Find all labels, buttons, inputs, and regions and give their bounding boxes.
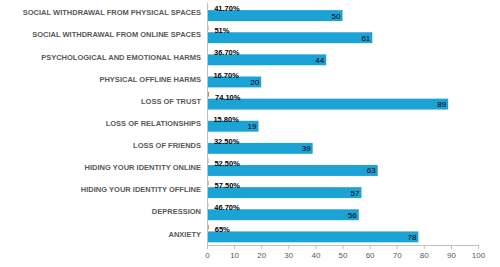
tick: 40 — [311, 245, 320, 260]
tick: 50 — [339, 245, 348, 260]
tick-label: 30 — [284, 251, 293, 260]
tick: 20 — [257, 245, 266, 260]
tick-label: LOSS OF TRUST — [141, 97, 201, 106]
tick-mark — [261, 245, 262, 249]
data-label: 36.70% — [214, 48, 240, 57]
tick: PSYCHOLOGICAL AND EMOTIONAL HARMS — [41, 53, 207, 62]
tick: HIDING YOUR IDENTITY OFFLINE — [81, 185, 207, 194]
tick-label: LOSS OF FRIENDS — [133, 141, 201, 150]
tick: DEPRESSION — [152, 207, 207, 216]
tick-label: 10 — [230, 251, 239, 260]
tick-label: 80 — [420, 251, 429, 260]
tick: HIDING YOUR IDENTITY ONLINE — [85, 163, 207, 172]
tick: ANXIETY — [168, 230, 207, 239]
data-label: 78 — [407, 233, 416, 242]
tick: 70 — [393, 245, 402, 260]
tick-label: 20 — [257, 251, 266, 260]
tick-label: DEPRESSION — [152, 207, 201, 216]
tick-mark — [370, 245, 371, 249]
tick-mark — [288, 245, 289, 249]
tick-mark — [451, 245, 452, 249]
tick-label: ANXIETY — [168, 230, 201, 239]
tick-label: 40 — [311, 251, 320, 260]
data-label: 61 — [361, 34, 370, 43]
y-axis: SOCIAL WITHDRAWAL FROM PHYSICAL SPACES SO… — [23, 3, 208, 246]
data-label: 56 — [348, 211, 357, 220]
tick-mark — [207, 245, 208, 249]
tick-mark — [397, 245, 398, 249]
tick: 100 — [472, 245, 486, 260]
data-label: 44 — [315, 56, 324, 65]
bar — [207, 99, 448, 110]
tick-mark — [424, 245, 425, 249]
data-label: 63 — [367, 166, 376, 175]
tick-label: 100 — [472, 251, 486, 260]
data-label: 65% — [215, 225, 230, 234]
tick-label: 90 — [447, 251, 456, 260]
tick-label: PHYSICAL OFFLINE HARMS — [99, 75, 201, 84]
data-label: 74.10% — [215, 93, 241, 102]
data-label: 19 — [248, 122, 257, 131]
tick-mark — [315, 245, 316, 249]
tick-mark — [234, 245, 235, 249]
chart: 41.70% 51% 36.70% 16.70% 74.10% 15.80% 32.50% 5… — [0, 0, 500, 267]
tick: LOSS OF TRUST — [141, 97, 207, 106]
tick: 30 — [284, 245, 293, 260]
data-label: 50 — [332, 12, 341, 21]
tick-label: 70 — [393, 251, 402, 260]
tick: 80 — [420, 245, 429, 260]
data-label: 57 — [351, 189, 360, 198]
tick-mark — [478, 245, 479, 249]
plot: 41.70% 51% 36.70% 16.70% 74.10% 15.80% 32.50% 5… — [23, 3, 486, 260]
data-labels: 41.70% 51% 36.70% 16.70% 74.10% 15.80% 32.50% 5… — [213, 4, 446, 242]
data-label: 52.50% — [214, 159, 240, 168]
data-label: 32.50% — [214, 137, 240, 146]
tick: PHYSICAL OFFLINE HARMS — [99, 75, 207, 84]
tick: SOCIAL WITHDRAWAL FROM PHYSICAL SPACES — [23, 8, 207, 17]
axis-line — [207, 3, 208, 246]
data-label: 16.70% — [213, 71, 239, 80]
tick-label: SOCIAL WITHDRAWAL FROM ONLINE SPACES — [32, 30, 201, 39]
tick-label: HIDING YOUR IDENTITY ONLINE — [85, 163, 201, 172]
tick-label: SOCIAL WITHDRAWAL FROM PHYSICAL SPACES — [23, 8, 201, 17]
data-label: 15.80% — [213, 115, 239, 124]
tick: LOSS OF FRIENDS — [133, 141, 207, 150]
tick: 60 — [366, 245, 375, 260]
tick-label: 50 — [339, 251, 348, 260]
bar — [207, 32, 372, 43]
data-label: 51% — [214, 26, 229, 35]
bar — [207, 231, 418, 242]
axis-line — [208, 246, 479, 250]
bars — [207, 3, 448, 242]
tick-label: HIDING YOUR IDENTITY OFFLINE — [81, 185, 201, 194]
data-label: 20 — [250, 78, 259, 87]
tick: SOCIAL WITHDRAWAL FROM ONLINE SPACES — [32, 30, 207, 39]
tick-label: 60 — [366, 251, 375, 260]
data-label: 41.70% — [214, 4, 240, 13]
tick: 10 — [230, 245, 239, 260]
data-label: 57.50% — [215, 181, 241, 190]
x-axis: 0 10 20 30 40 50 60 70 80 90 100 — [205, 245, 485, 260]
tick: LOSS OF RELATIONSHIPS — [106, 119, 207, 128]
tick-mark — [343, 245, 344, 249]
tick: 0 — [205, 245, 210, 260]
tick: 90 — [447, 245, 456, 260]
data-label: 89 — [437, 100, 446, 109]
tick-label: 0 — [205, 251, 210, 260]
data-label: 46.70% — [214, 203, 240, 212]
tick-label: LOSS OF RELATIONSHIPS — [106, 119, 201, 128]
tick-label: PSYCHOLOGICAL AND EMOTIONAL HARMS — [41, 53, 201, 62]
data-label: 39 — [302, 144, 311, 153]
